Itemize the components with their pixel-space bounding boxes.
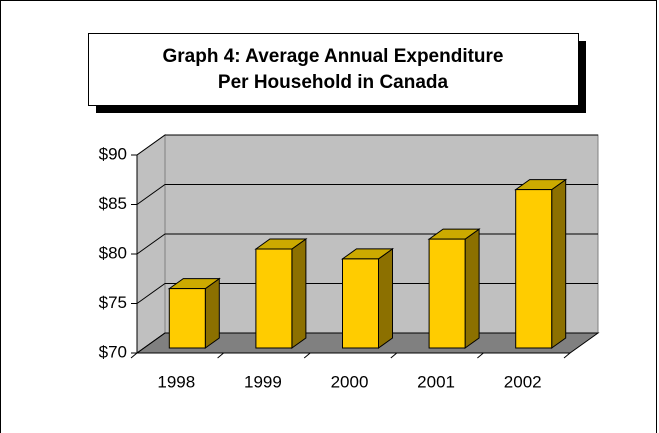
y-tick-label: $75 — [99, 293, 127, 312]
bar-side — [204, 277, 220, 349]
bar — [255, 248, 293, 349]
x-tick — [303, 352, 311, 359]
bar — [428, 238, 466, 349]
bar-side — [378, 247, 393, 349]
bar — [168, 288, 206, 349]
bar — [342, 258, 379, 349]
chart-title: Graph 4: Average Annual Expenditure — [162, 46, 503, 67]
x-tick — [130, 352, 138, 359]
y-tick-label: $70 — [99, 342, 127, 361]
x-tick — [217, 352, 224, 359]
bar-side — [551, 178, 567, 349]
y-tick-label: $90 — [99, 144, 127, 163]
grid-line — [136, 134, 598, 156]
y-tick-label: $85 — [99, 194, 127, 213]
x-tick-label: 1999 — [244, 372, 282, 391]
x-tick-label: 2002 — [504, 372, 542, 391]
x-tick-label: 2001 — [417, 372, 455, 391]
bar — [515, 189, 553, 349]
x-tick-label: 2000 — [331, 372, 369, 391]
bar-side — [464, 228, 480, 349]
title-box — [88, 33, 579, 106]
y-tick-label: $80 — [99, 243, 127, 262]
chart-title: Per Household in Canada — [218, 72, 449, 93]
bar-side — [291, 238, 307, 349]
x-tick — [390, 352, 398, 359]
x-tick — [477, 352, 484, 359]
x-tick — [563, 352, 571, 359]
grid-line — [136, 184, 598, 205]
x-tick-label: 1998 — [157, 372, 195, 391]
